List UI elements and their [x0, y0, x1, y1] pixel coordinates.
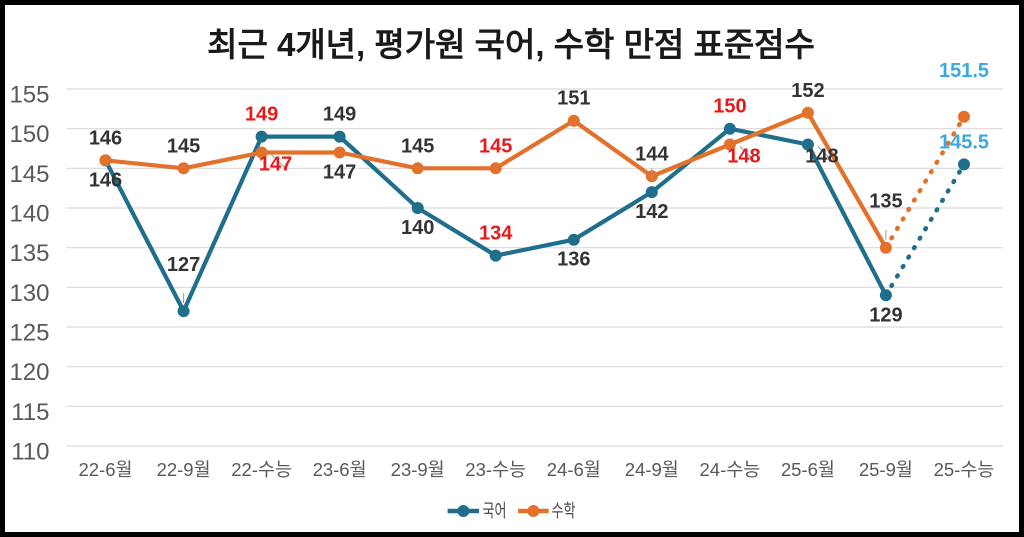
- svg-text:148: 148: [727, 146, 760, 168]
- svg-text:23-수능: 23-수능: [465, 459, 526, 480]
- svg-text:136: 136: [557, 249, 590, 271]
- svg-text:130: 130: [9, 280, 49, 307]
- svg-text:22-9월: 22-9월: [157, 459, 211, 480]
- svg-text:149: 149: [245, 104, 278, 126]
- svg-text:144: 144: [635, 143, 669, 165]
- svg-text:22-수능: 22-수능: [231, 459, 292, 480]
- svg-text:115: 115: [11, 399, 49, 426]
- svg-text:145: 145: [401, 135, 434, 157]
- svg-text:24-6월: 24-6월: [547, 459, 601, 480]
- svg-text:142: 142: [635, 201, 668, 223]
- svg-text:149: 149: [323, 104, 356, 126]
- svg-text:146: 146: [89, 169, 122, 191]
- svg-text:148: 148: [805, 146, 838, 168]
- svg-text:134: 134: [479, 223, 513, 245]
- svg-text:140: 140: [9, 201, 49, 228]
- svg-text:155: 155: [9, 82, 49, 109]
- svg-text:110: 110: [11, 439, 49, 466]
- svg-text:145: 145: [167, 135, 200, 157]
- svg-text:147: 147: [259, 154, 292, 176]
- svg-text:145.5: 145.5: [939, 131, 989, 153]
- svg-text:135: 135: [9, 240, 49, 267]
- svg-text:22-6월: 22-6월: [78, 459, 132, 480]
- svg-text:151.5: 151.5: [939, 60, 989, 82]
- svg-text:120: 120: [9, 359, 49, 386]
- svg-text:23-6월: 23-6월: [313, 459, 367, 480]
- svg-text:24-9월: 24-9월: [625, 459, 679, 480]
- svg-text:150: 150: [713, 96, 746, 118]
- svg-text:수학: 수학: [552, 501, 576, 521]
- svg-text:23-9월: 23-9월: [391, 459, 445, 480]
- svg-text:129: 129: [869, 304, 902, 326]
- svg-text:145: 145: [9, 161, 49, 188]
- svg-text:135: 135: [869, 191, 902, 213]
- svg-text:152: 152: [791, 80, 824, 102]
- svg-text:145: 145: [479, 135, 512, 157]
- svg-text:150: 150: [9, 121, 49, 148]
- svg-text:25-6월: 25-6월: [781, 459, 835, 480]
- svg-text:125: 125: [9, 320, 49, 347]
- svg-text:25-9월: 25-9월: [859, 459, 913, 480]
- svg-text:127: 127: [167, 254, 200, 276]
- svg-text:146: 146: [89, 127, 122, 149]
- svg-text:25-수능: 25-수능: [934, 459, 995, 480]
- svg-text:140: 140: [401, 217, 434, 239]
- svg-text:151: 151: [557, 88, 590, 110]
- svg-text:147: 147: [323, 162, 356, 184]
- svg-text:국어: 국어: [483, 501, 507, 521]
- svg-text:24-수능: 24-수능: [700, 459, 761, 480]
